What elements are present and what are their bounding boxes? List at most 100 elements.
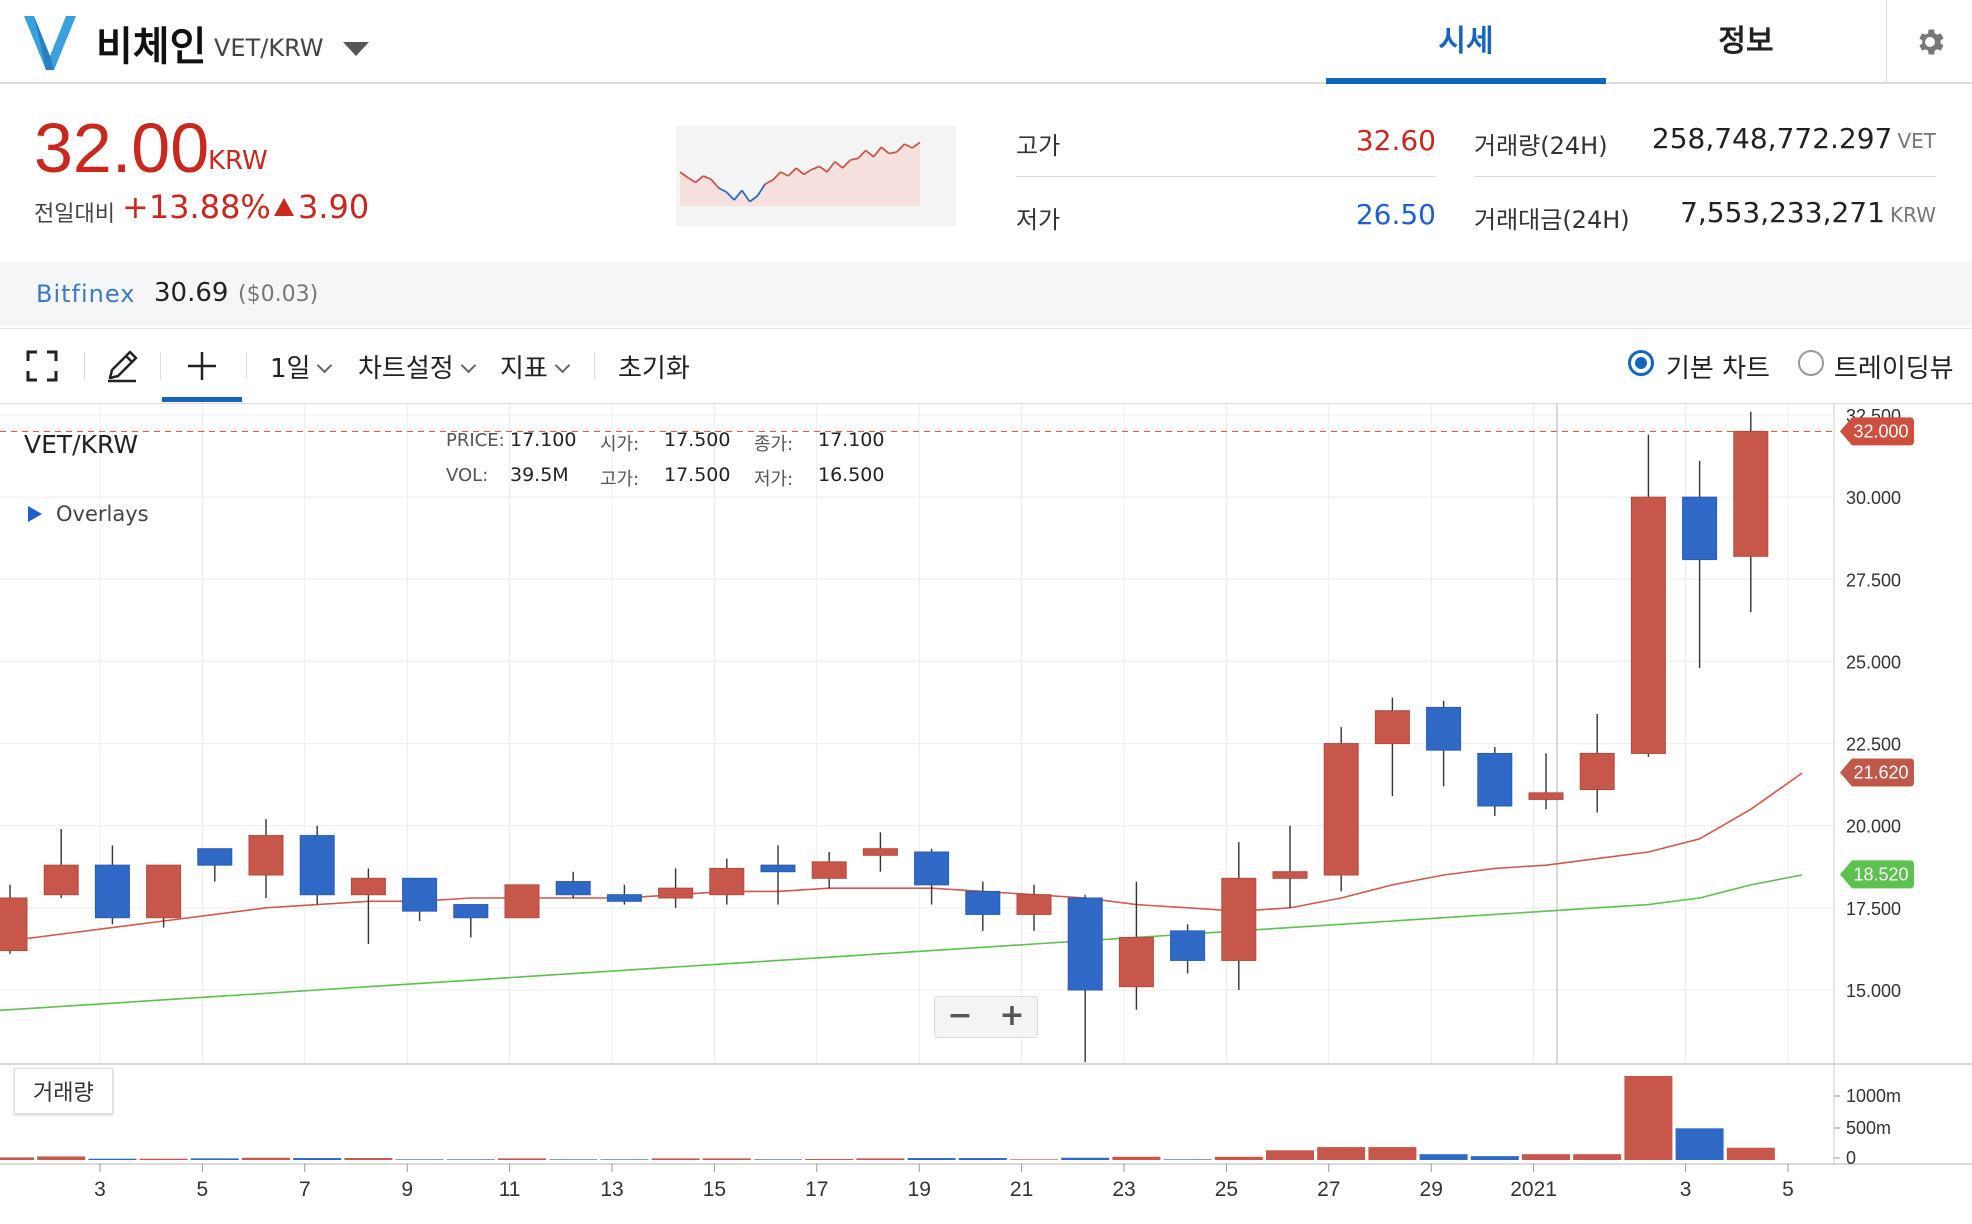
expand-triangle-icon[interactable] (28, 506, 42, 522)
mini-chart-segment (749, 195, 758, 203)
mini-chart-area (680, 142, 920, 206)
up-triangle-icon (274, 198, 294, 216)
info-price-value: 17.100 (510, 429, 577, 451)
moving-average-short-line (0, 772, 1803, 943)
crosshair-button[interactable] (180, 344, 224, 388)
price-axis-tick-label: 27.500 (1846, 570, 1901, 590)
ma-short-tag: 21.620 (1840, 758, 1914, 787)
fullscreen-button[interactable] (20, 344, 64, 388)
volume-bar (1470, 1156, 1519, 1160)
tab-info[interactable]: 정보 (1718, 24, 1774, 59)
info-open-value: 17.500 (664, 429, 731, 451)
settings-button[interactable] (1886, 0, 1972, 84)
volume-bar (856, 1158, 905, 1160)
price-axis-tick-label: 20.000 (1846, 817, 1901, 837)
volume-bar (1112, 1156, 1161, 1160)
volume-bar (754, 1159, 802, 1160)
draw-button[interactable] (100, 344, 144, 388)
time-axis-tick-label: 17 (805, 1178, 828, 1201)
price-axis-tick-label: 17.500 (1846, 899, 1901, 919)
volume-axis-tick-label: 0 (1846, 1148, 1856, 1168)
volume-bar (651, 1158, 700, 1160)
volume-24h: 258,748,772.297 VET (1620, 122, 1936, 155)
candlestick-chart[interactable]: 15.000 17.500 20.000 22.500 25.000 27.500 30.0… (0, 404, 1972, 1224)
time-axis-tick-label: 21 (1010, 1178, 1033, 1201)
mini-chart-segment (811, 165, 820, 171)
mini-chart-segment (850, 157, 859, 161)
candle-body (1221, 877, 1257, 961)
candle-body (504, 884, 540, 919)
chart-settings-menu[interactable]: 차트설정 (358, 348, 476, 385)
candle-body (914, 851, 950, 886)
volume-bar (88, 1158, 137, 1160)
caret-down-icon[interactable] (343, 42, 369, 56)
time-axis-tick-label: 19 (908, 1178, 931, 1201)
mini-chart-segment (857, 149, 867, 160)
tradingview-label[interactable]: 트레이딩뷰 (1834, 354, 1954, 384)
volume-bar (702, 1158, 751, 1160)
mini-chart-segment (710, 178, 720, 189)
candle (299, 825, 335, 905)
chart-grid (0, 404, 1834, 1064)
mini-chart-segment (733, 189, 743, 201)
low-label: 저가 (1016, 206, 1061, 234)
info-vol-value: 39.5M (510, 464, 569, 486)
amount-24h: 7,553,233,271 KRW (1620, 196, 1936, 229)
exchange-name-link[interactable]: Bitfinex (36, 280, 136, 308)
candle (94, 845, 130, 925)
period-select[interactable]: 1일 (270, 348, 333, 385)
last-price-tag-bg (1840, 417, 1914, 446)
volume-bar (395, 1159, 444, 1160)
change-label: 전일대비 (34, 202, 115, 227)
overlays-toggle[interactable]: Overlays (56, 502, 149, 526)
time-axis-tick-label: 2021 (1510, 1178, 1557, 1201)
candle-body (350, 877, 386, 896)
time-axis-tick-label: 5 (197, 1178, 209, 1201)
volume-bar (1010, 1159, 1058, 1160)
candle (606, 884, 642, 905)
mini-chart-segment (725, 191, 735, 201)
period-select-label: 1일 (270, 354, 311, 384)
amount-24h-unit: KRW (1890, 203, 1936, 227)
reset-button[interactable]: 초기화 (618, 354, 690, 384)
candle (1323, 727, 1359, 892)
basic-chart-radio[interactable] (1628, 350, 1654, 376)
volume-bar (1163, 1159, 1212, 1160)
candle (1528, 753, 1564, 810)
candle (504, 884, 540, 919)
mini-chart-segment (826, 161, 836, 173)
mini-chart-segment (795, 167, 805, 176)
indicators-menu[interactable]: 지표 (500, 348, 571, 385)
mini-chart-segment (787, 167, 797, 177)
candle-body (1630, 496, 1666, 754)
candle (1374, 697, 1410, 797)
candle-body (94, 864, 130, 919)
ma-long-tag: 18.520 (1840, 860, 1914, 889)
volume-bar (446, 1159, 495, 1160)
candle (965, 881, 1001, 931)
candle (709, 858, 745, 905)
time-axis-tick-label: 3 (94, 1178, 106, 1201)
volume-bar (1522, 1154, 1570, 1160)
vechain-logo-icon (22, 12, 78, 72)
tab-price[interactable]: 시세 (1326, 0, 1606, 84)
last-price-tag-text: 32.000 (1853, 421, 1908, 441)
zoom-out-button[interactable]: − (947, 998, 973, 1033)
mini-chart-segment (756, 183, 766, 197)
volume-24h-value: 258,748,772.297 (1651, 122, 1893, 155)
volume-bar (1726, 1147, 1775, 1160)
candles (0, 411, 1769, 1063)
zoom-in-button[interactable]: + (999, 998, 1025, 1033)
header-bar (0, 0, 1972, 84)
volume-bar (1675, 1128, 1724, 1160)
candle-body (1579, 752, 1615, 791)
volume-bars (0, 1076, 1775, 1160)
candle (862, 832, 898, 872)
ma-short-tag-bg (1840, 758, 1914, 787)
candle-body (1118, 936, 1154, 988)
volume-24h-unit: VET (1897, 129, 1936, 153)
mini-chart-segment (904, 143, 913, 149)
basic-chart-label[interactable]: 기본 차트 (1666, 354, 1770, 384)
candle (248, 819, 284, 898)
tradingview-radio[interactable] (1798, 350, 1824, 376)
